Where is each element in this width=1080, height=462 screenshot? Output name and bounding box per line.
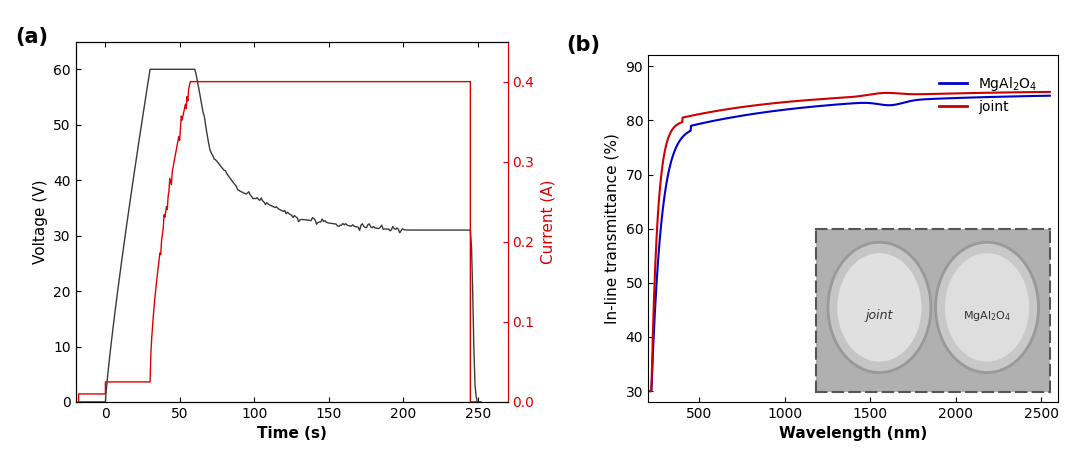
Text: (a): (a) bbox=[15, 27, 49, 47]
Y-axis label: Voltage (V): Voltage (V) bbox=[32, 180, 48, 264]
X-axis label: Wavelength (nm): Wavelength (nm) bbox=[779, 426, 928, 441]
Y-axis label: Current (A): Current (A) bbox=[540, 180, 555, 264]
Y-axis label: In-line transmittance (%): In-line transmittance (%) bbox=[605, 133, 620, 324]
Legend: MgAl$_2$O$_4$, joint: MgAl$_2$O$_4$, joint bbox=[934, 69, 1043, 119]
Text: (b): (b) bbox=[566, 35, 599, 55]
X-axis label: Time (s): Time (s) bbox=[257, 426, 326, 441]
